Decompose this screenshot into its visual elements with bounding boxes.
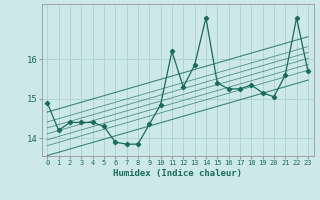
X-axis label: Humidex (Indice chaleur): Humidex (Indice chaleur) [113, 169, 242, 178]
